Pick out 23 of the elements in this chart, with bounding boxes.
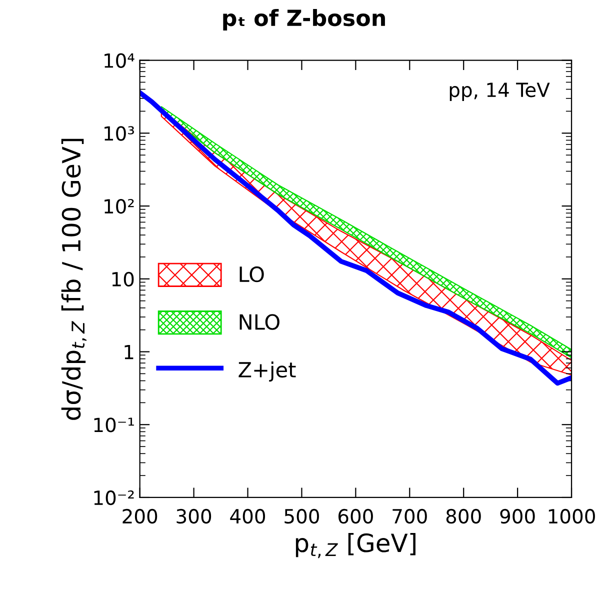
y-axis-title: dσ/dp$_{t,Z}$ [fb / 100 GeV]: [61, 138, 87, 420]
x-tick-label: 200: [122, 508, 158, 524]
x-tick-label: 900: [500, 508, 535, 524]
legend-label: Z+jet: [238, 361, 296, 382]
y-tick-label: 10⁻¹: [94, 418, 134, 432]
x-tick-label: 400: [230, 508, 266, 524]
y-tick-label: 10³: [104, 126, 134, 141]
x-tick-label: 300: [176, 508, 212, 524]
x-tick-label: 800: [446, 508, 481, 524]
x-tick-label: 500: [284, 508, 319, 524]
y-tick-label: 1: [124, 344, 134, 360]
y-tick-label: 10: [112, 272, 134, 287]
annotation: pp, 14 TeV: [450, 82, 550, 101]
legend-label: NLO: [240, 314, 280, 330]
x-tick-label: 1000: [548, 508, 595, 524]
legend-label: LO: [240, 266, 264, 282]
x-tick-label: 600: [338, 508, 373, 524]
y-tick-label: 10²: [104, 198, 134, 214]
x-tick-label: 700: [392, 508, 427, 524]
chart-title: pₜ of Z-boson: [223, 9, 385, 31]
y-tick-label: 10⁴: [104, 53, 134, 68]
x-axis-title: p$_{t,Z}$ [GeV]: [296, 532, 416, 558]
y-tick-label: 10⁻²: [94, 490, 134, 506]
